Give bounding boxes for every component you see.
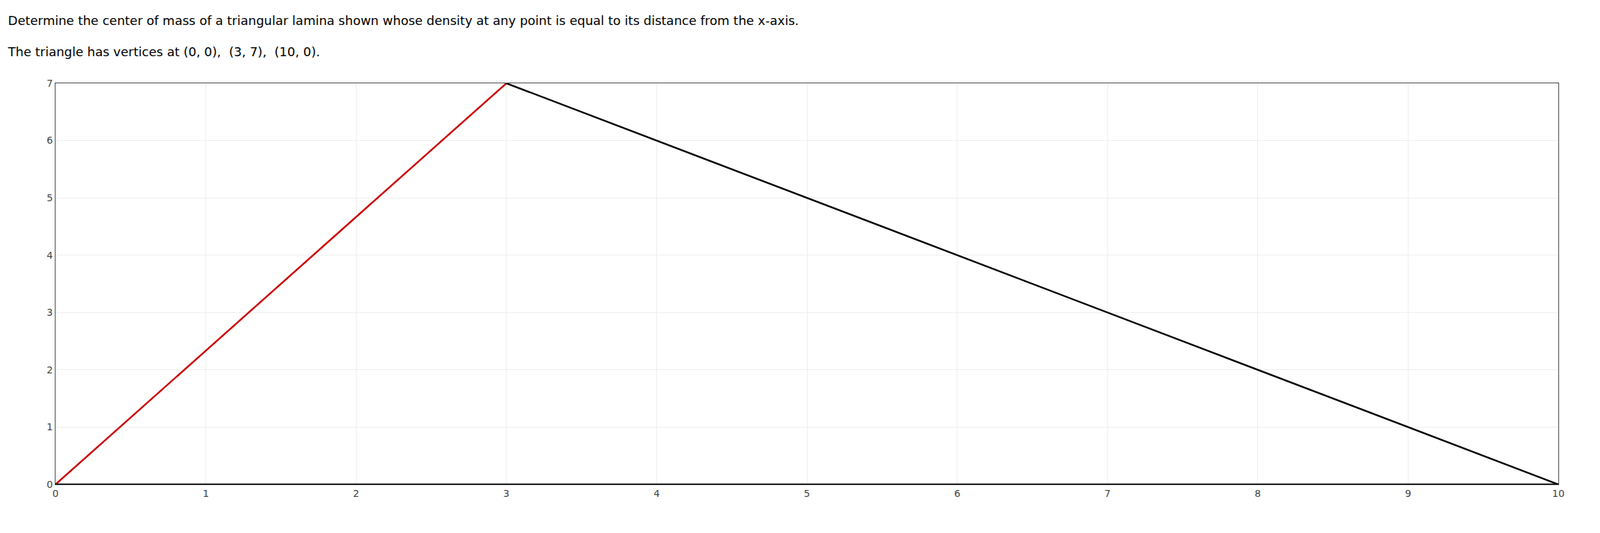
- svg-text:5: 5: [46, 192, 53, 204]
- svg-text:3: 3: [46, 306, 53, 318]
- svg-text:7: 7: [46, 77, 53, 89]
- svg-text:1: 1: [202, 487, 209, 499]
- svg-text:8: 8: [1254, 487, 1261, 499]
- svg-text:6: 6: [46, 134, 53, 146]
- svg-text:6: 6: [954, 487, 961, 499]
- svg-text:Determine the center of mass o: Determine the center of mass of a triang…: [8, 13, 800, 28]
- svg-text:4: 4: [653, 487, 660, 499]
- svg-text:7: 7: [1104, 487, 1111, 499]
- svg-text:9: 9: [1405, 487, 1412, 499]
- svg-text:0: 0: [52, 487, 59, 499]
- svg-text:0: 0: [46, 478, 53, 490]
- svg-text:5: 5: [804, 487, 811, 499]
- svg-text:1: 1: [46, 421, 53, 433]
- svg-text:10: 10: [1552, 487, 1565, 499]
- svg-text:The triangle has vertices at (: The triangle has vertices at (0, 0), (3,…: [7, 44, 321, 59]
- svg-text:2: 2: [46, 364, 53, 376]
- svg-text:4: 4: [46, 249, 53, 261]
- svg-text:3: 3: [503, 487, 510, 499]
- svg-text:2: 2: [353, 487, 360, 499]
